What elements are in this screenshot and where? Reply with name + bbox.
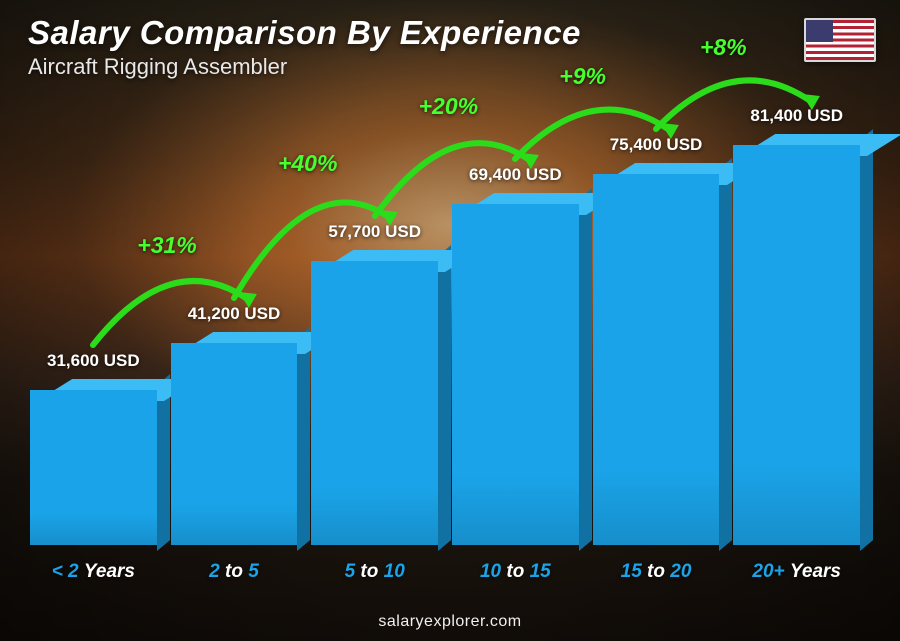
percent-increase-badge: +9% [559,63,606,90]
page-title: Salary Comparison By Experience [28,14,581,52]
x-axis-label: 15 to 20 [593,561,720,583]
bar-side-face [860,129,873,551]
x-axis-label: 20+ Years [733,561,860,583]
bar-side-face [297,327,310,551]
x-axis-label: 2 to 5 [171,561,298,583]
chart-column: 31,600 USD< 2 Years [30,351,157,583]
bar [733,134,860,545]
bar-front-face [171,343,298,545]
percent-increase-badge: +31% [137,232,196,259]
bar [593,163,720,545]
bar-front-face [452,204,579,545]
bar [30,379,157,545]
bar-front-face [30,390,157,545]
bar-front-face [593,174,720,545]
bar [452,193,579,545]
footer-credit: salaryexplorer.com [0,613,900,631]
bar-front-face [733,145,860,545]
chart-column: 81,400 USD20+ Years [733,106,860,583]
x-axis-label: < 2 Years [30,561,157,583]
bar-side-face [719,158,732,551]
bar-side-face [438,245,451,551]
x-axis-label: 10 to 15 [452,561,579,583]
chart-column: 75,400 USD15 to 20 [593,135,720,583]
percent-increase-badge: +40% [278,150,337,177]
percent-increase-badge: +8% [700,34,747,61]
bar-side-face [579,188,592,551]
x-axis-label: 5 to 10 [311,561,438,583]
percent-increase-badge: +20% [419,93,478,120]
